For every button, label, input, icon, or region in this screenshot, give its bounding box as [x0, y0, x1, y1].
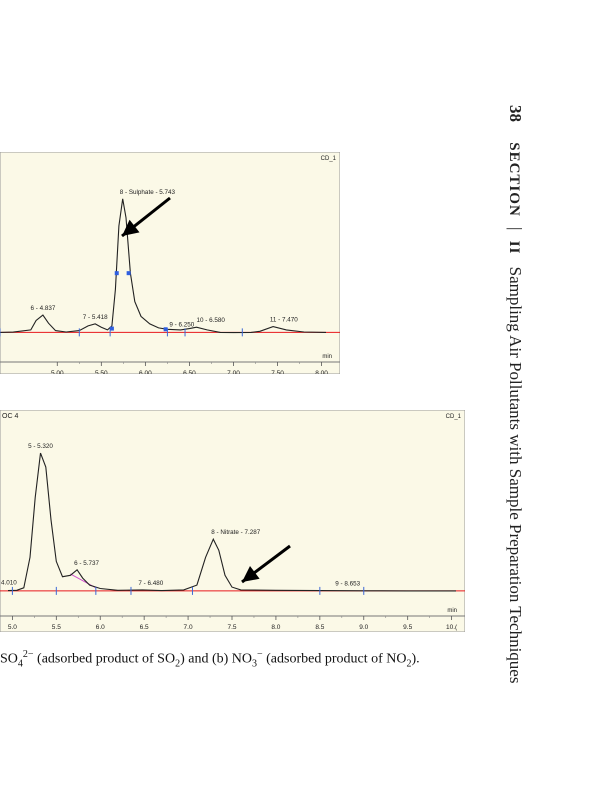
x-tick-label: 8.5	[315, 624, 324, 631]
x-tick-label: 6.50	[183, 370, 196, 374]
caption-sub: 3	[252, 658, 257, 670]
x-tick-label: 5.00	[51, 370, 64, 374]
peak-label: 8 - Sulphate - 5.743	[120, 189, 176, 196]
x-tick-label: 7.0	[184, 624, 193, 631]
x-tick-label: 6.5	[140, 624, 149, 631]
chromatogram-trace	[0, 198, 327, 334]
caption-sup: 2−	[22, 649, 34, 660]
chart-corner-label: CD_1	[321, 156, 337, 162]
caption-sub: 2	[406, 658, 412, 670]
caption-part: ) and (b) NO	[180, 651, 252, 667]
peak-label: 8 - Nitrate - 7.287	[211, 529, 260, 536]
peak-label: 11 - 7.470	[270, 317, 298, 324]
section-divider: |	[506, 227, 525, 231]
caption-part: SO	[0, 651, 18, 667]
x-tick-label: 7.50	[271, 370, 284, 374]
peak-label: 9 - 6.250	[169, 322, 194, 329]
x-tick-label: 8.0	[271, 624, 280, 631]
peak-label: 10 - 6.580	[196, 317, 225, 324]
x-tick-label: 9.5	[403, 624, 412, 631]
x-tick-label: 9.0	[359, 624, 368, 631]
pointer-arrow-head	[122, 219, 140, 236]
section-label: SECTION	[506, 142, 522, 217]
x-tick-label: 8.00	[315, 370, 328, 374]
x-tick-label: 6.00	[139, 370, 152, 374]
peak-label: 6 - 4.837	[30, 305, 55, 312]
chromatogram-trace	[7, 452, 456, 592]
running-head-text: 38 SECTION | II Sampling Air Pollutants …	[505, 105, 525, 683]
chart-header-label: OC 4	[2, 413, 18, 420]
caption-sub: 4	[17, 658, 23, 670]
figure-caption: SO42− (adsorbed product of SO2) and (b) …	[0, 649, 520, 669]
chapter-title: Sampling Air Pollutants with Sample Prep…	[506, 266, 525, 684]
peak-label: 9 - 8.653	[335, 581, 360, 588]
x-tick-label: 7.00	[227, 370, 240, 374]
integration-point	[109, 326, 114, 331]
peak-label: 7 - 5.418	[83, 314, 108, 321]
plot-frame	[0, 409, 466, 633]
x-tick-label: 10.(	[446, 624, 458, 631]
caption-part: (adsorbed product of SO	[33, 651, 176, 667]
section-number: II	[506, 240, 522, 255]
peak-label: 5 - 5.320	[28, 443, 53, 450]
x-axis-unit-label: min	[322, 354, 332, 360]
integration-point	[163, 327, 168, 332]
peak-label: 7 - 6.480	[138, 580, 163, 587]
chart-corner-label: CD_1	[446, 414, 462, 420]
integration-point	[126, 271, 131, 276]
x-tick-label: 5.5	[52, 624, 61, 631]
caption-sub: 2	[175, 658, 181, 670]
caption-part: (adsorbed product of NO	[262, 651, 407, 667]
peak-label: 4.010	[1, 579, 17, 586]
running-head: 38 SECTION | II Sampling Air Pollutants …	[505, 105, 525, 683]
x-tick-label: 5.0	[8, 624, 17, 631]
caption-part: ).	[411, 651, 420, 667]
page-number: 38	[506, 105, 525, 122]
x-tick-label: 7.5	[227, 624, 236, 631]
x-tick-label: 5.50	[95, 370, 108, 374]
pointer-arrow-head	[242, 566, 260, 582]
x-axis-unit-label: min	[447, 608, 457, 614]
caption-sup: −	[257, 649, 263, 660]
x-tick-label: 6.0	[96, 624, 105, 631]
plot-frame	[0, 151, 341, 375]
peak-label: 6 - 5.737	[74, 560, 99, 567]
integration-point	[114, 271, 119, 276]
